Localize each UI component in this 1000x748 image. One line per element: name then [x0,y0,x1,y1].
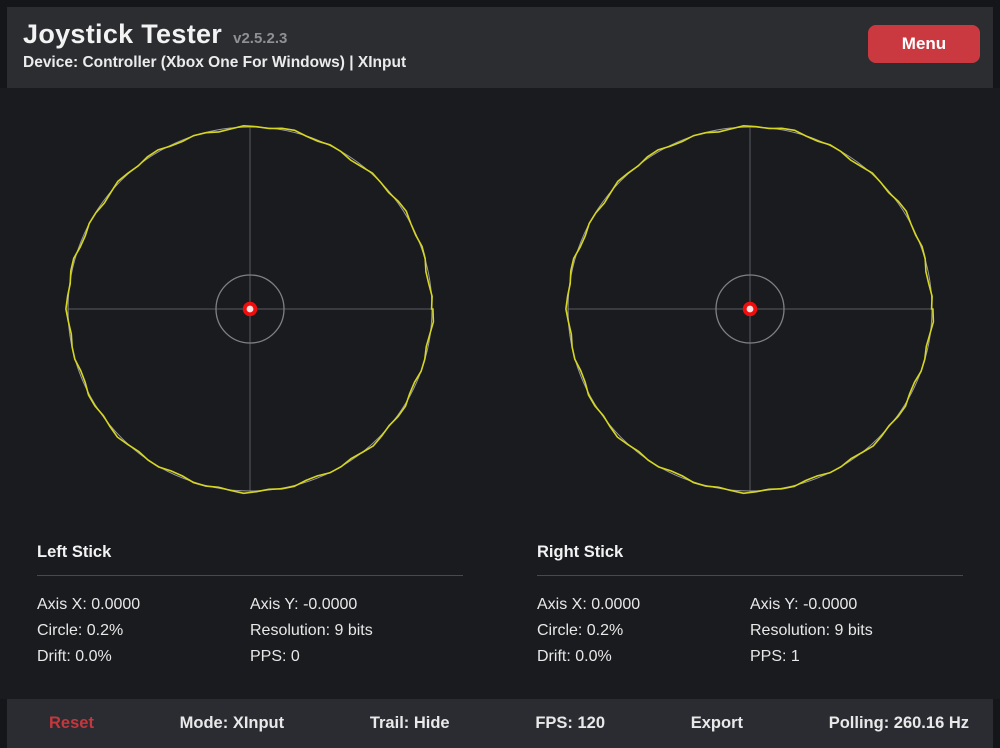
app-version: v2.5.2.3 [233,30,288,47]
stat-drift: Drift: 0.0% [37,648,112,665]
left-stick-info: Left Stick Axis X: 0.0000 Circle: 0.2% D… [37,536,463,670]
footer-bar: Reset Mode: XInput Trail: Hide FPS: 120 … [7,699,993,748]
divider [537,575,963,576]
stat-resolution: Resolution: 9 bits [750,622,873,639]
stat-axis-y: Axis Y: -0.0000 [750,596,858,613]
stat-axis-x: Axis X: 0.0000 [537,596,641,613]
stats-column: Axis Y: -0.0000 Resolution: 9 bits PPS: … [750,592,963,670]
right-stick-info: Right Stick Axis X: 0.0000 Circle: 0.2% … [537,536,963,670]
menu-button[interactable]: Menu [868,25,980,63]
stat-drift: Drift: 0.0% [537,648,612,665]
device-info: Device: Controller (Xbox One For Windows… [23,54,407,71]
mode-toggle[interactable]: Mode: XInput [179,714,285,732]
left-stick-panel: Left Stick Axis X: 0.0000 Circle: 0.2% D… [0,88,500,670]
trail-toggle[interactable]: Trail: Hide [369,714,450,732]
sticks-row: Left Stick Axis X: 0.0000 Circle: 0.2% D… [0,88,1000,670]
left-stick-plot [65,124,435,495]
header-bar: Joystick Tester v2.5.2.3 Device: Controll… [7,7,993,88]
reset-button[interactable]: Reset [49,714,94,732]
export-button[interactable]: Export [690,714,743,732]
right-stick-panel: Right Stick Axis X: 0.0000 Circle: 0.2% … [500,88,1000,670]
stat-resolution: Resolution: 9 bits [250,622,373,639]
stats-column: Axis X: 0.0000 Circle: 0.2% Drift: 0.0% [37,592,250,670]
fps-toggle[interactable]: FPS: 120 [535,714,606,732]
stat-circle: Circle: 0.2% [537,622,624,639]
stick-name: Left Stick [37,543,112,561]
divider [37,575,463,576]
stat-axis-x: Axis X: 0.0000 [37,596,141,613]
stat-circle: Circle: 0.2% [37,622,124,639]
stats-column: Axis X: 0.0000 Circle: 0.2% Drift: 0.0% [537,592,750,670]
stat-axis-y: Axis Y: -0.0000 [250,596,358,613]
stick-name: Right Stick [537,543,624,561]
right-stick-plot [565,124,935,495]
main-area: Left Stick Axis X: 0.0000 Circle: 0.2% D… [0,88,1000,699]
stat-pps: PPS: 0 [250,648,300,665]
app-title: Joystick Tester [23,19,223,49]
polling-status: Polling: 260.16 Hz [828,714,969,732]
title-row: Joystick Tester v2.5.2.3 [23,19,287,50]
stat-pps: PPS: 1 [750,648,800,665]
stats-column: Axis Y: -0.0000 Resolution: 9 bits PPS: … [250,592,463,670]
